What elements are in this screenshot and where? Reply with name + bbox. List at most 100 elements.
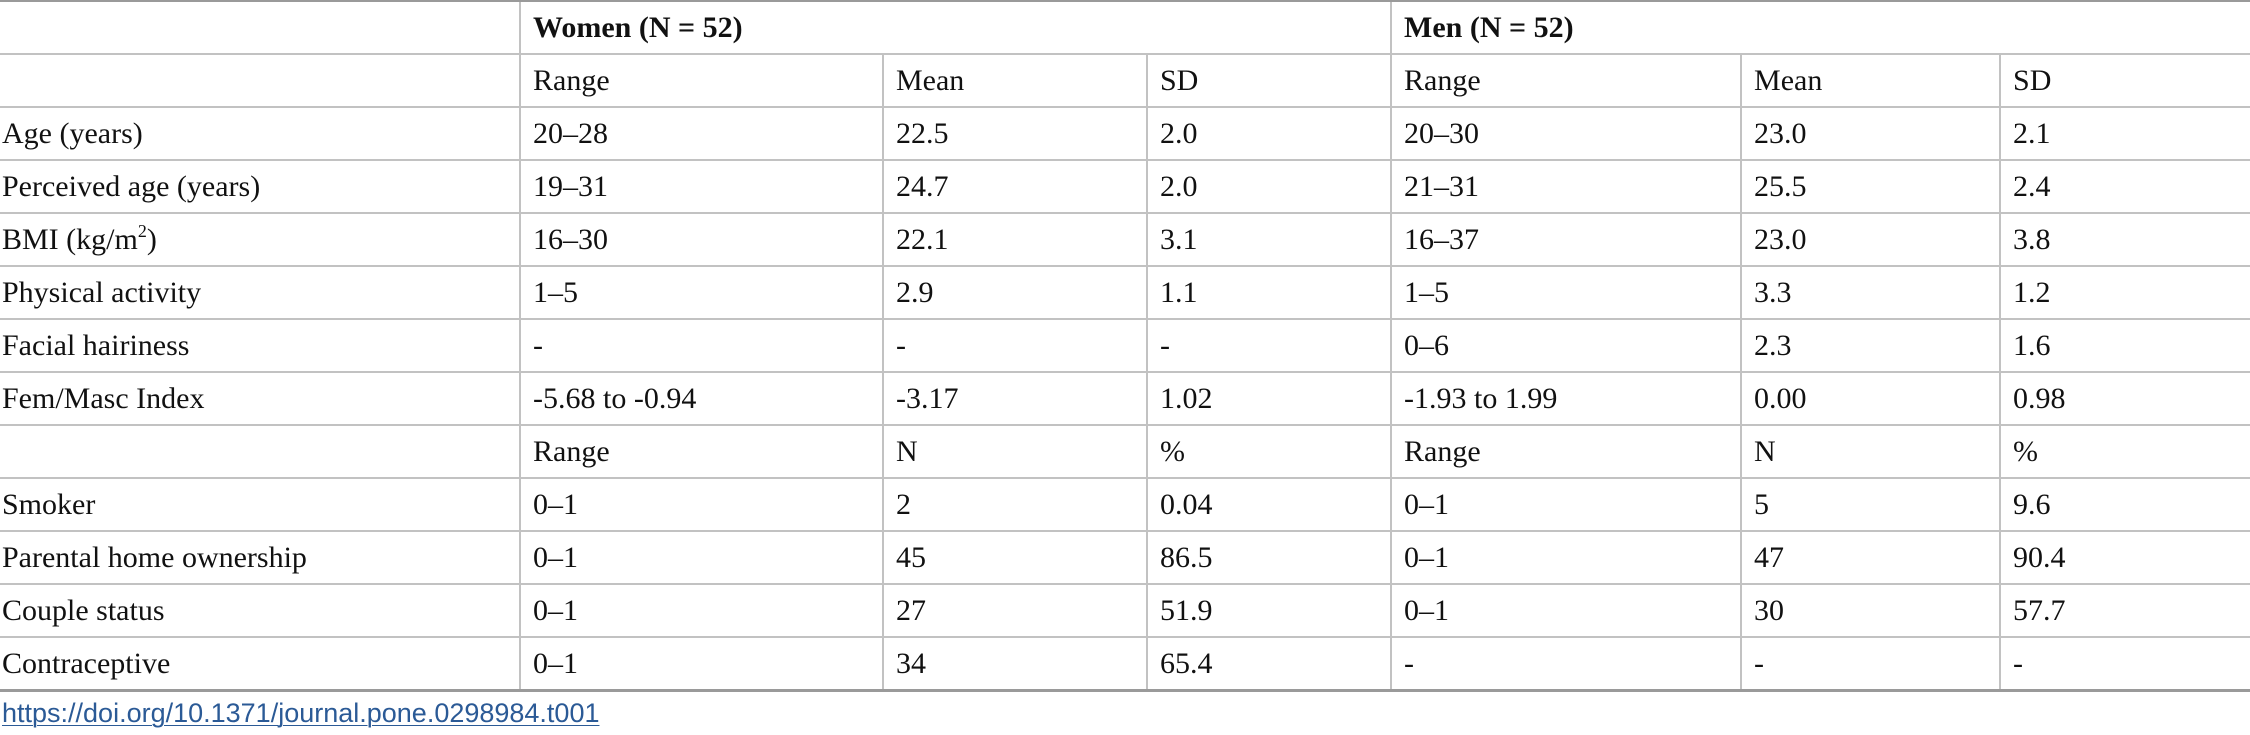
table-cell: 3.8 (1999, 212, 2250, 267)
table-cell: 9.6 (1999, 477, 2250, 532)
table-cell: 1.6 (1999, 318, 2250, 373)
table-cell: 1–5 (519, 265, 883, 320)
table-row: Couple status 0–1 27 51.9 0–1 30 57.7 (0, 583, 2250, 638)
table-cell: 3.3 (1740, 265, 2001, 320)
table-cell: 2.3 (1740, 318, 2001, 373)
table-cell: 57.7 (1999, 583, 2250, 638)
group-header-row: Women (N = 52) Men (N = 52) (0, 0, 2250, 55)
table-row: Perceived age (years) 19–31 24.7 2.0 21–… (0, 159, 2250, 214)
column-header: % (1999, 424, 2250, 479)
column-header: Range (519, 53, 883, 108)
column-header: Range (1390, 424, 1742, 479)
row-label: Perceived age (years) (0, 159, 520, 214)
empty-label-cell (0, 424, 520, 479)
table-cell: 19–31 (519, 159, 883, 214)
table-cell: 24.7 (882, 159, 1147, 214)
row-label-suffix: ) (146, 222, 157, 256)
table-cell: 45 (882, 530, 1147, 585)
table-cell: - (1999, 636, 2250, 692)
table-cell: 0–1 (1390, 477, 1742, 532)
column-header: Mean (1740, 53, 2001, 108)
table-cell: 0–1 (519, 477, 883, 532)
column-header: % (1145, 424, 1392, 479)
table-cell: 51.9 (1145, 583, 1392, 638)
table-cell: 0–1 (519, 583, 883, 638)
table-cell: 0–1 (1390, 583, 1742, 638)
table-cell: 1.2 (1999, 265, 2250, 320)
row-label: Age (years) (0, 106, 520, 161)
men-group-header: Men (N = 52) (1390, 0, 2250, 55)
table-cell: - (1390, 636, 1742, 692)
table-cell: 2.0 (1145, 159, 1392, 214)
table-cell: 0–1 (519, 636, 883, 692)
row-label-text: BMI (kg/m (2, 222, 138, 256)
table-cell: 86.5 (1145, 530, 1392, 585)
table-cell: 90.4 (1999, 530, 2250, 585)
empty-label-cell (0, 53, 520, 108)
table-row: Contraceptive 0–1 34 65.4 - - - (0, 636, 2250, 692)
table-cell: 30 (1740, 583, 2001, 638)
row-label: Couple status (0, 583, 520, 638)
column-header: SD (1145, 53, 1392, 108)
descriptive-statistics-table: Women (N = 52) Men (N = 52) Range Mean S… (0, 0, 2250, 692)
row-label: Parental home ownership (0, 530, 520, 585)
women-group-header: Women (N = 52) (518, 0, 1392, 55)
row-label: Fem/Masc Index (0, 371, 520, 426)
table-cell: 65.4 (1145, 636, 1392, 692)
table-cell: 2.4 (1999, 159, 2250, 214)
table-cell: -3.17 (882, 371, 1147, 426)
subheader-row-continuous: Range Mean SD Range Mean SD (0, 53, 2250, 108)
table-cell: -5.68 to -0.94 (519, 371, 883, 426)
table-cell: 1–5 (1390, 265, 1742, 320)
table-cell: 0.98 (1999, 371, 2250, 426)
table-cell: 25.5 (1740, 159, 2001, 214)
table-cell: 1.1 (1145, 265, 1392, 320)
column-header: SD (1999, 53, 2250, 108)
table-cell: 2.9 (882, 265, 1147, 320)
table-cell: 47 (1740, 530, 2001, 585)
table-cell: - (882, 318, 1147, 373)
table-cell: 5 (1740, 477, 2001, 532)
row-label: Smoker (0, 477, 520, 532)
table-cell: 34 (882, 636, 1147, 692)
table-cell: 16–30 (519, 212, 883, 267)
table-cell: 20–28 (519, 106, 883, 161)
column-header: Range (1390, 53, 1742, 108)
superscript: 2 (137, 220, 147, 241)
table-row: Age (years) 20–28 22.5 2.0 20–30 23.0 2.… (0, 106, 2250, 161)
empty-corner-cell (0, 0, 520, 55)
table-row: Fem/Masc Index -5.68 to -0.94 -3.17 1.02… (0, 371, 2250, 426)
column-header: Range (519, 424, 883, 479)
row-label: Facial hairiness (0, 318, 520, 373)
table-cell: 0–1 (1390, 530, 1742, 585)
table-cell: 0.00 (1740, 371, 2001, 426)
table-cell: 2.0 (1145, 106, 1392, 161)
column-header: N (882, 424, 1147, 479)
column-header: Mean (882, 53, 1147, 108)
table-cell: 16–37 (1390, 212, 1742, 267)
table-cell: - (519, 318, 883, 373)
table-row: Parental home ownership 0–1 45 86.5 0–1 … (0, 530, 2250, 585)
table-cell: 0–1 (519, 530, 883, 585)
row-label: Physical activity (0, 265, 520, 320)
table-cell: 21–31 (1390, 159, 1742, 214)
table-row: Facial hairiness - - - 0–6 2.3 1.6 (0, 318, 2250, 373)
table-cell: 0–6 (1390, 318, 1742, 373)
table-cell: 27 (882, 583, 1147, 638)
table-cell: 0.04 (1145, 477, 1392, 532)
table-cell: 20–30 (1390, 106, 1742, 161)
table-cell: 1.02 (1145, 371, 1392, 426)
subheader-row-categorical: Range N % Range N % (0, 424, 2250, 479)
table-cell: 3.1 (1145, 212, 1392, 267)
table-cell: 22.1 (882, 212, 1147, 267)
table-cell: - (1145, 318, 1392, 373)
table-cell: - (1740, 636, 2001, 692)
table-cell: 23.0 (1740, 106, 2001, 161)
table-cell: 22.5 (882, 106, 1147, 161)
table-cell: 2.1 (1999, 106, 2250, 161)
doi-link[interactable]: https://doi.org/10.1371/journal.pone.029… (2, 698, 600, 728)
table-row: Smoker 0–1 2 0.04 0–1 5 9.6 (0, 477, 2250, 532)
row-label-bmi: BMI (kg/m2) (0, 212, 520, 267)
table-cell: 2 (882, 477, 1147, 532)
table-cell: -1.93 to 1.99 (1390, 371, 1742, 426)
